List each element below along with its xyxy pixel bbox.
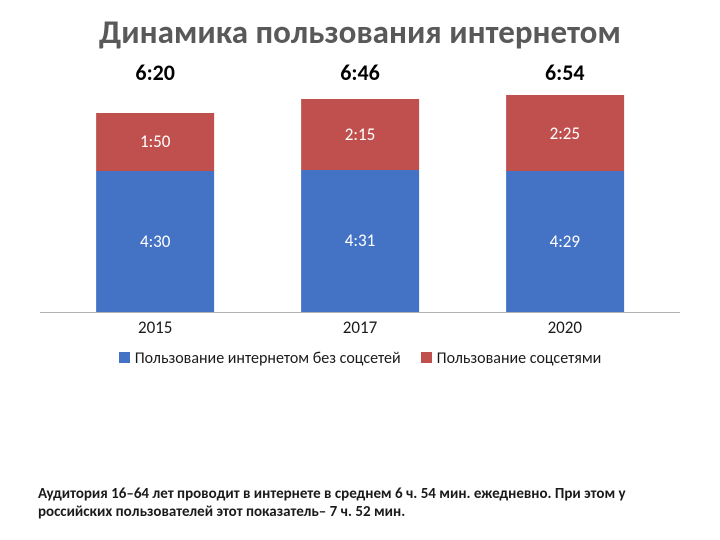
legend-item-no_social: Пользование интернетом без соцсетей xyxy=(119,349,401,368)
bar-segment-social: 2:15 xyxy=(301,99,419,170)
legend-label: Пользование соцсетями xyxy=(437,349,602,368)
bar-totals: 6:20 6:46 6:54 xyxy=(40,59,680,89)
page-title: Динамика пользования интернетом xyxy=(38,14,682,51)
bar: 1:50 4:30 xyxy=(96,113,214,312)
legend-swatch xyxy=(421,352,432,363)
x-axis-label: 2020 xyxy=(548,317,582,338)
bar-segment-social: 1:50 xyxy=(96,113,214,171)
segment-label: 2:25 xyxy=(550,123,580,144)
bar-total-label: 6:46 xyxy=(340,59,380,86)
chart: 6:20 6:46 6:54 1:50 4:30 2:15 4:31 2:25 4:29 20… xyxy=(40,59,680,381)
segment-label: 4:29 xyxy=(550,231,580,252)
bar-segment-no_social: 4:31 xyxy=(301,170,419,312)
x-axis: 2015 2017 2020 xyxy=(40,317,680,341)
segment-label: 4:30 xyxy=(140,231,170,252)
x-axis-label: 2017 xyxy=(343,317,377,338)
segment-label: 4:31 xyxy=(345,230,375,251)
legend-item-social: Пользование соцсетями xyxy=(421,349,602,368)
x-axis-label: 2015 xyxy=(138,317,172,338)
slide: Динамика пользования интернетом 6:20 6:46… xyxy=(0,0,720,540)
segment-label: 2:15 xyxy=(345,124,375,145)
bar-total-label: 6:54 xyxy=(545,59,585,86)
legend: Пользование интернетом без соцсетей Польз… xyxy=(40,349,680,368)
plot-area: 1:50 4:30 2:15 4:31 2:25 4:29 xyxy=(40,93,680,313)
bar: 2:25 4:29 xyxy=(506,95,624,312)
bar: 2:15 4:31 xyxy=(301,99,419,312)
bar-segment-social: 2:25 xyxy=(506,95,624,171)
legend-label: Пользование интернетом без соцсетей xyxy=(135,349,401,368)
caption-text: Аудитория 16–64 лет проводит в интернете… xyxy=(38,485,682,523)
segment-label: 1:50 xyxy=(140,131,170,152)
bar-total-label: 6:20 xyxy=(135,59,175,86)
legend-swatch xyxy=(119,352,130,363)
bar-segment-no_social: 4:29 xyxy=(506,171,624,312)
bar-segment-no_social: 4:30 xyxy=(96,171,214,312)
